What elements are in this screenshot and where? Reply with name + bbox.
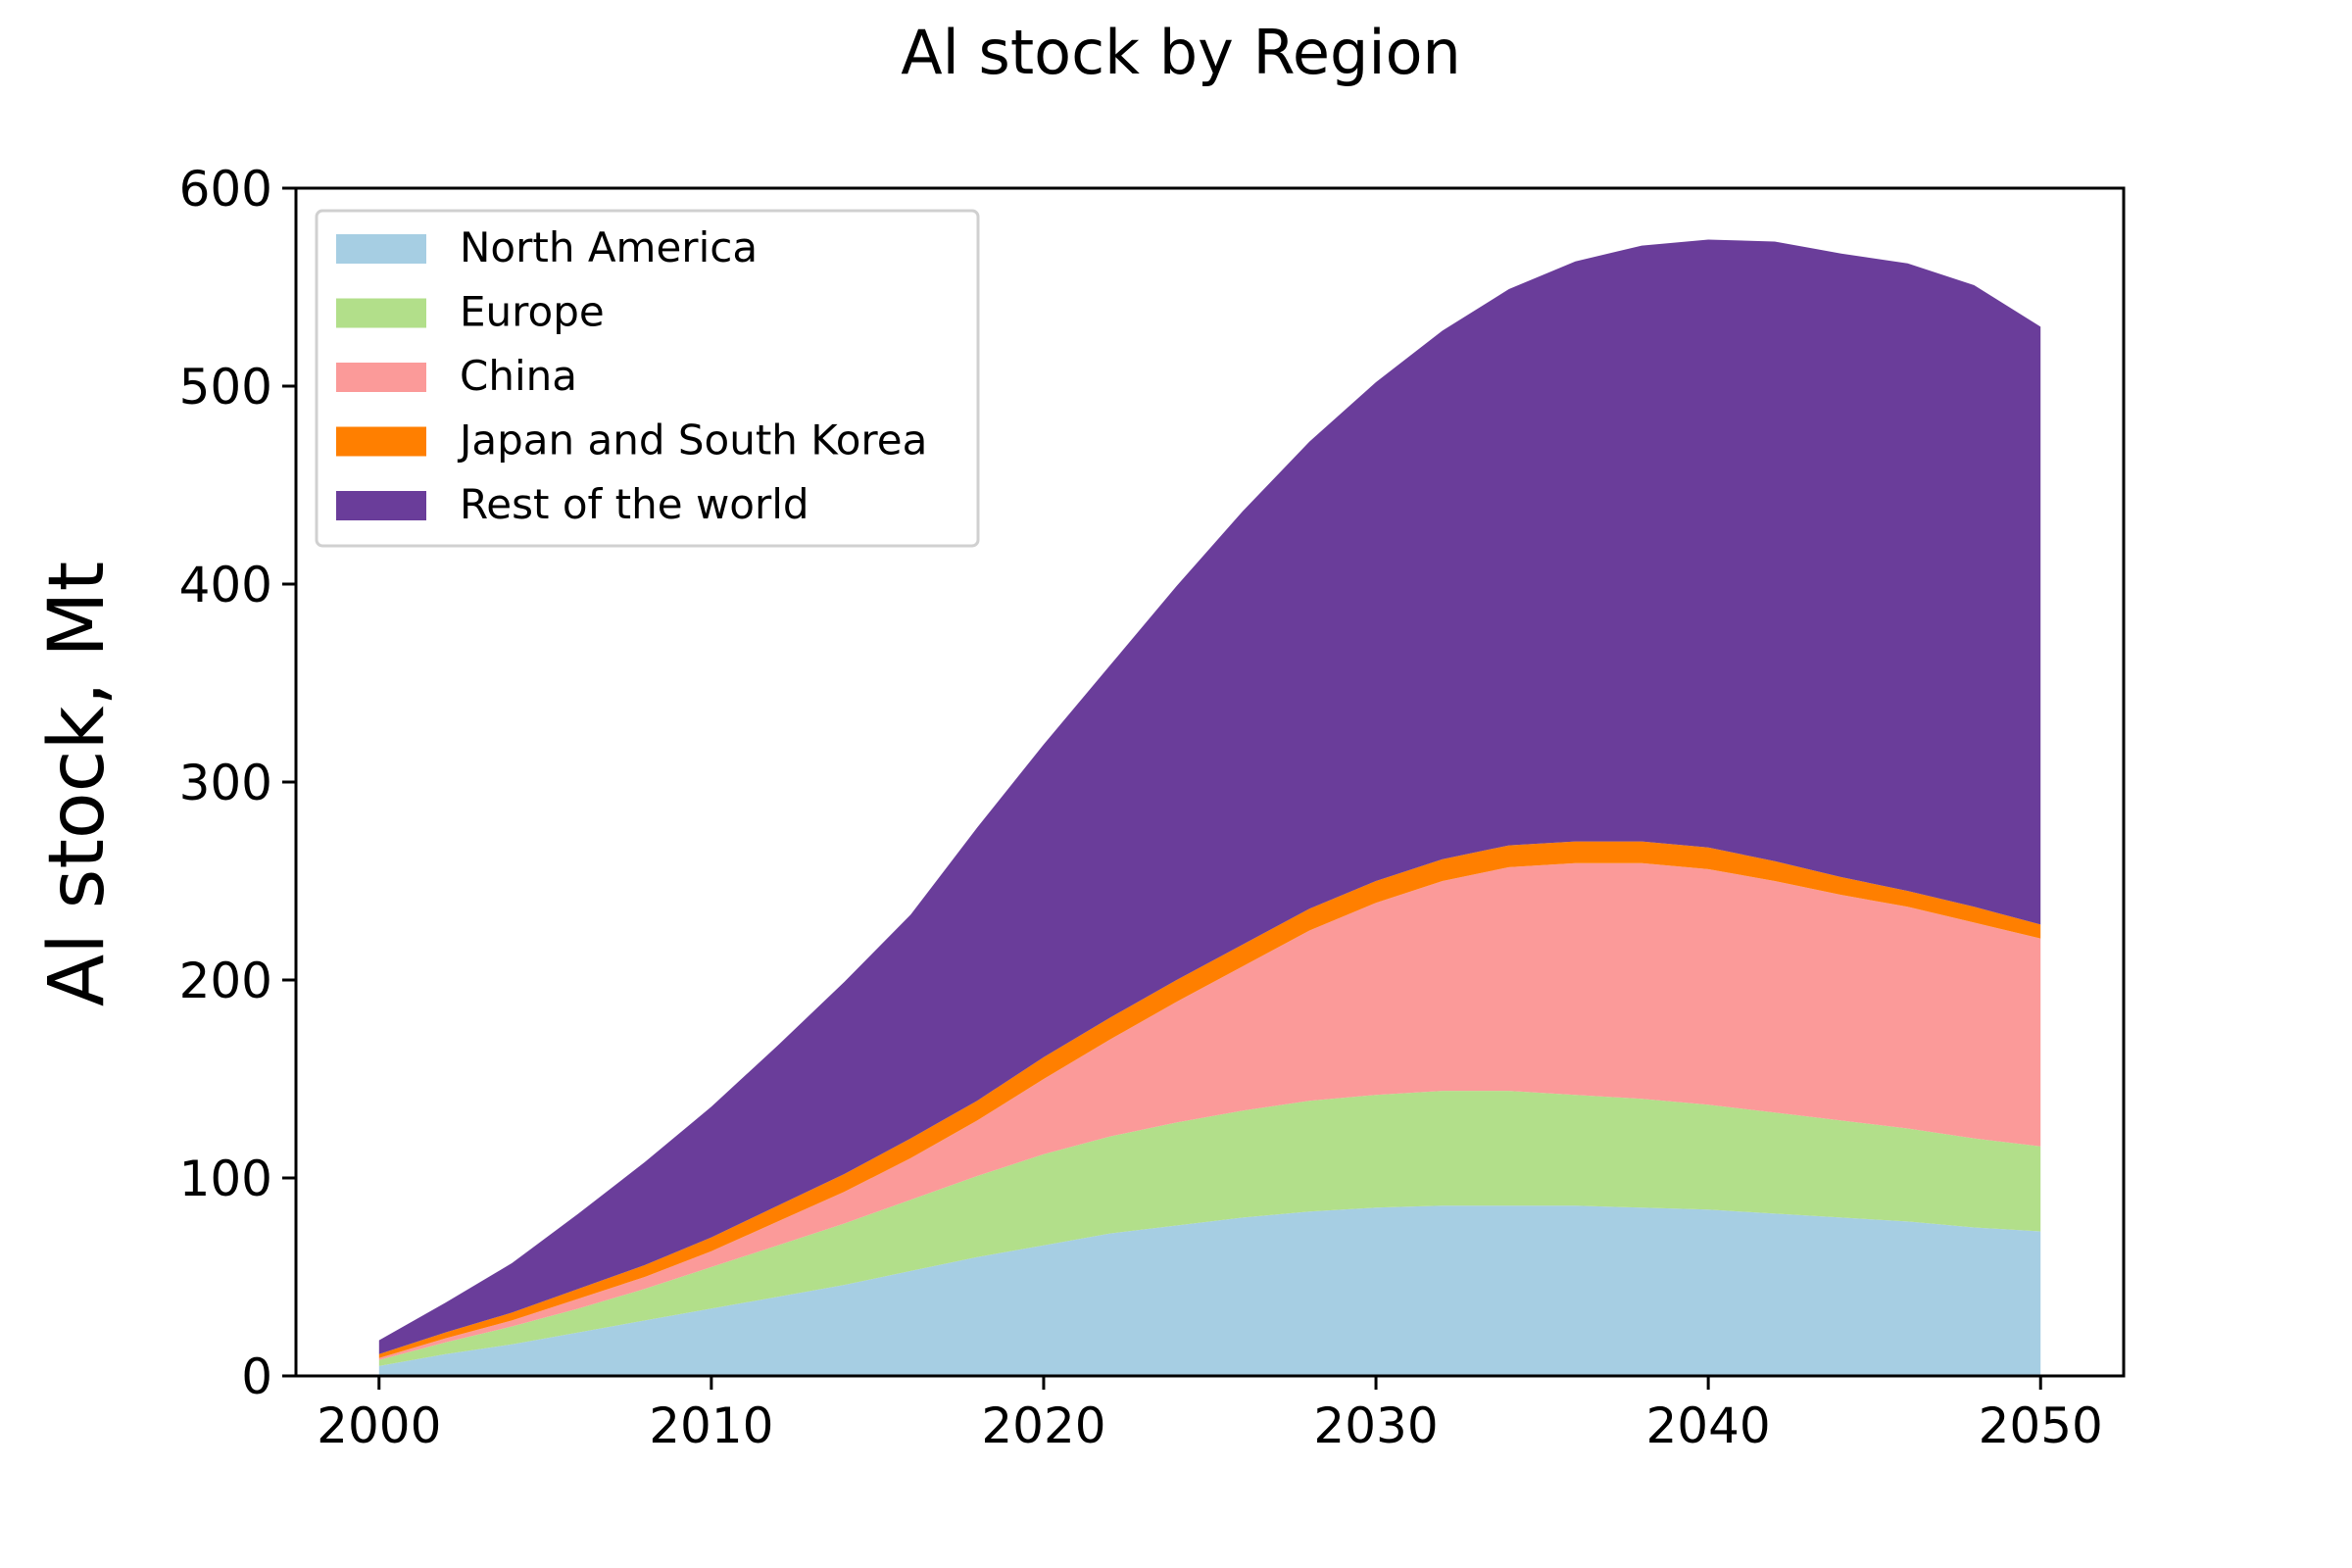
plot-frame [294, 186, 2126, 1378]
legend-swatch-rest-of-the-world [336, 491, 426, 520]
area-rest-of-the-world [378, 239, 2041, 1354]
y-tick-label: 500 [179, 359, 272, 416]
legend-label-china: China [460, 352, 577, 400]
legend-label-rest-of-the-world: Rest of the world [460, 480, 809, 528]
legend-swatch-north-america [336, 234, 426, 264]
legend-label-north-america: North America [460, 223, 758, 271]
area-europe [378, 1091, 2041, 1366]
chart-title: Al stock by Region [901, 17, 1461, 88]
legend-swatch-china [336, 363, 426, 392]
x-tick-label: 2040 [1646, 1397, 1771, 1454]
y-tick-label: 100 [179, 1151, 272, 1207]
x-tick-label: 2030 [1313, 1397, 1438, 1454]
legend-swatch-japan-and-south-korea [336, 426, 426, 457]
y-tick-label: 0 [241, 1348, 272, 1405]
legend-label-europe: Europe [460, 288, 605, 336]
area-series-group [378, 239, 2041, 1376]
area-north-america [378, 1205, 2041, 1376]
legend-swatch-europe [336, 298, 426, 328]
x-tick-label: 2010 [649, 1397, 773, 1454]
legend-label-japan-and-south-korea: Japan and South Korea [457, 416, 927, 465]
x-tick-label: 2050 [1979, 1397, 2103, 1454]
x-tick-label: 2020 [981, 1397, 1105, 1454]
y-tick-label: 300 [179, 755, 272, 811]
legend: North America Europe China Japan and South … [315, 209, 980, 548]
y-tick-label: 600 [179, 161, 272, 218]
x-tick-label: 2000 [317, 1397, 441, 1454]
area-japan-and-south-korea [378, 841, 2041, 1358]
y-axis-label: Al stock, Mt [33, 562, 122, 1006]
y-tick-label: 200 [179, 953, 272, 1009]
area-china [378, 862, 2041, 1360]
y-tick-label: 400 [179, 557, 272, 613]
legend-box [315, 209, 980, 548]
y-axis-ticks: 0 100 200 300 400 500 600 [179, 161, 296, 1405]
x-axis-ticks: 2000 2010 2020 2030 2040 2050 [317, 1376, 2103, 1454]
